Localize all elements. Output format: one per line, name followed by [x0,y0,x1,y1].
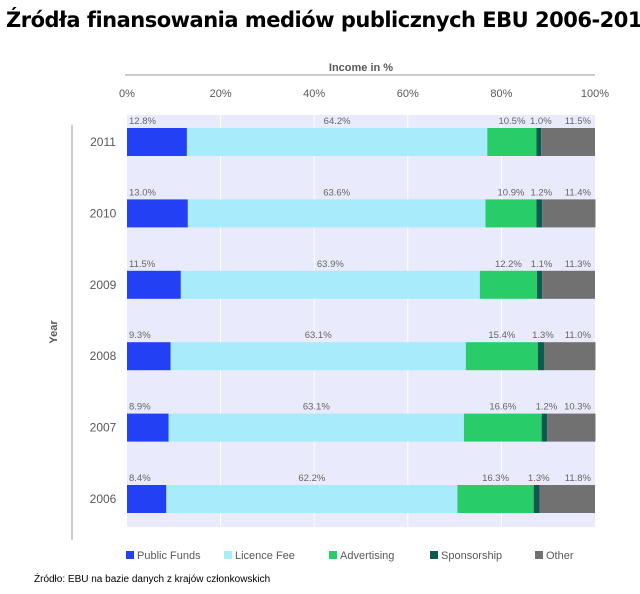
bar-segment [539,485,595,513]
bar-segment [542,270,595,299]
bar-segment [463,413,542,442]
legend-label: Licence Fee [235,550,295,562]
data-label: 63.1% [305,330,332,341]
y-tick-label: 2007 [90,421,117,435]
bar-segment [533,485,540,513]
data-label: 1.0% [530,116,552,127]
bar-segment [541,413,548,442]
x-tick-label: 40% [303,88,325,100]
data-label: 63.9% [317,259,344,270]
bar-segment [166,485,458,513]
data-label: 11.5% [129,259,156,270]
legend-label: Sponsorship [441,550,502,562]
y-tick-label: 2006 [90,492,117,506]
data-label: 10.3% [564,402,591,413]
bar-segment [187,199,486,228]
data-label: 9.3% [129,330,151,341]
data-label: 1.2% [530,187,552,198]
bar-segment [186,128,488,156]
data-label: 63.6% [323,187,350,198]
data-label: 11.5% [565,116,592,127]
bar-segment [127,413,169,442]
bar-segment [485,199,537,228]
y-axis-title: Year [48,320,60,344]
data-label: 1.3% [532,330,554,341]
y-tick-label: 2009 [90,278,117,292]
y-tick-label: 2008 [90,349,117,363]
bar-segment [465,342,538,371]
legend-swatch [535,551,543,559]
data-label: 10.9% [498,187,525,198]
x-tick-label: 100% [581,88,609,100]
legend-swatch [329,551,337,559]
x-tick-label: 20% [210,88,232,100]
legend-swatch [126,551,134,559]
bar-segment [541,128,595,156]
x-tick-label: 80% [490,88,512,100]
y-tick-label: 2010 [90,206,117,220]
x-tick-label: 60% [397,88,419,100]
source-note: Źródło: EBU na bazie danych z krajów czł… [34,574,271,585]
data-label: 11.8% [565,473,592,484]
data-label: 16.3% [482,473,509,484]
bar-segment [479,270,537,299]
data-label: 15.4% [488,330,515,341]
bar-segment [127,199,188,228]
data-label: 16.6% [489,402,516,413]
bar-segment [168,413,464,442]
chart-title: Źródła finansowania mediów publicznych E… [6,8,640,32]
data-label: 11.4% [565,187,592,198]
bar-segment [543,342,596,371]
legend-swatch [224,551,232,559]
data-label: 64.2% [324,116,351,127]
data-label: 1.1% [531,259,553,270]
bar-segment [457,485,534,513]
data-label: 12.2% [495,259,522,270]
bar-segment [180,270,480,299]
legend-label: Advertising [340,550,394,562]
bar-segment [536,199,543,228]
x-axis-title: Income in % [329,62,393,74]
bar-segment [536,270,543,299]
data-label: 1.2% [536,402,558,413]
data-label: 62.2% [298,473,325,484]
bar-segment [536,128,542,156]
data-label: 8.9% [129,402,151,413]
bar-segment [537,342,544,371]
y-tick-label: 2011 [90,135,116,149]
data-label: 11.3% [565,259,592,270]
bar-segment [127,270,181,299]
x-tick-label: 0% [119,88,135,100]
bar-segment [487,128,537,156]
legend-label: Public Funds [137,550,201,562]
data-label: 13.0% [129,187,156,198]
data-label: 1.3% [528,473,550,484]
bar-segment [127,128,187,156]
data-label: 12.8% [129,116,156,127]
bar-segment [547,413,596,442]
legend-label: Other [546,550,574,562]
bar-segment [542,199,596,228]
bar-segment [127,485,167,513]
data-label: 63.1% [303,402,330,413]
bar-segment [170,342,466,371]
plot-background [127,115,595,527]
data-label: 11.0% [565,330,592,341]
data-label: 10.5% [498,116,525,127]
bar-segment [127,342,171,371]
legend-swatch [430,551,438,559]
data-label: 8.4% [129,473,151,484]
